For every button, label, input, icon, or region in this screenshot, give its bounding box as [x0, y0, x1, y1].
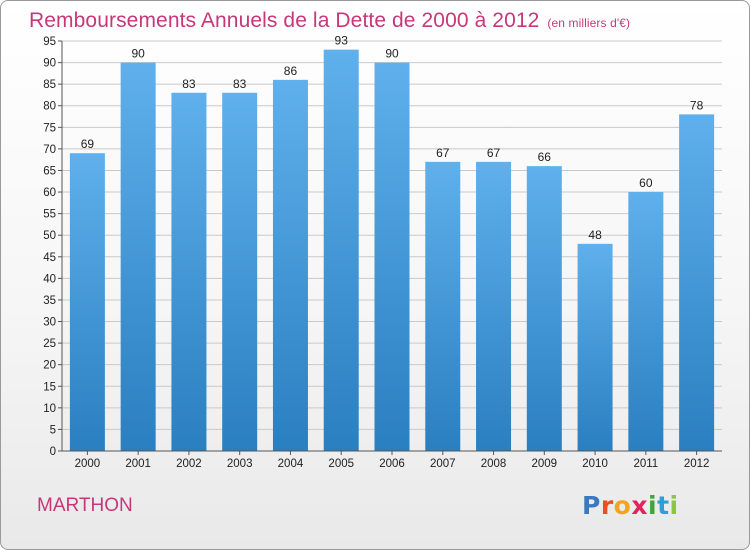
- y-tick-label: 90: [43, 58, 56, 70]
- y-tick-label: 60: [43, 187, 56, 199]
- chart-title: Remboursements Annuels de la Dette de 20…: [29, 9, 630, 33]
- proxiti-logo: Proxiti: [582, 491, 679, 520]
- y-tick-label: 30: [43, 317, 56, 329]
- x-tick-label: 2008: [481, 458, 507, 470]
- y-tick-label: 65: [43, 165, 56, 177]
- x-tick-label: 2009: [532, 458, 558, 470]
- y-tick-label: 95: [43, 36, 56, 48]
- logo-letter: r: [600, 491, 614, 520]
- bar: [222, 92, 258, 451]
- axis-layer: 0 5 10 15 20 25 30 35 40 45 50 55 60 65 70 75 80 85 90 95 20…: [43, 36, 722, 470]
- bar-value-label: 78: [690, 98, 704, 112]
- y-tick-label: 20: [43, 360, 56, 372]
- y-tick-label: 45: [43, 252, 56, 264]
- x-tick-label: 2000: [75, 458, 101, 470]
- x-tick-label: 2010: [582, 458, 608, 470]
- x-tick-label: 2005: [328, 458, 354, 470]
- y-tick-label: 70: [43, 144, 56, 156]
- x-tick-label: 2004: [278, 458, 304, 470]
- y-tick-label: 15: [43, 381, 56, 393]
- y-tick-label: 55: [43, 209, 56, 221]
- y-tick-label: 85: [43, 79, 56, 91]
- x-tick-label: 2001: [125, 458, 151, 470]
- y-tick-label: 0: [50, 446, 56, 458]
- bar-value-label: 67: [436, 146, 450, 160]
- bar: [679, 114, 715, 452]
- bar-value-label: 66: [538, 150, 552, 164]
- y-tick-label: 80: [43, 101, 56, 113]
- bar-value-label: 86: [284, 64, 298, 78]
- bar-value-label: 60: [639, 176, 653, 190]
- y-tick-label: 5: [50, 424, 56, 436]
- logo-letter: i: [669, 491, 679, 520]
- bar: [120, 62, 156, 451]
- bar-value-label: 83: [182, 77, 196, 91]
- x-tick-label: 2002: [176, 458, 202, 470]
- bar: [69, 153, 105, 452]
- bar-layer: [69, 49, 715, 452]
- label-layer: 69 90 83 83 86 93 90 67 67 66 48 60 78: [81, 34, 704, 242]
- bar-value-label: 93: [335, 34, 349, 48]
- bar: [526, 166, 562, 451]
- y-tick-label: 25: [43, 338, 56, 350]
- bar-value-label: 90: [385, 47, 399, 61]
- logo-letter: o: [613, 491, 632, 520]
- x-tick-label: 2003: [227, 458, 253, 470]
- y-tick-label: 35: [43, 295, 56, 307]
- y-tick-label: 75: [43, 122, 56, 134]
- bar: [476, 161, 512, 451]
- bar: [425, 161, 461, 451]
- logo-letter: P: [582, 491, 601, 520]
- bar-value-label: 48: [588, 228, 602, 242]
- y-tick-label: 10: [43, 403, 56, 415]
- y-tick-label: 50: [43, 230, 56, 242]
- logo-letter: i: [648, 491, 658, 520]
- bar: [374, 62, 410, 451]
- bar: [171, 92, 207, 451]
- y-tick-label: 40: [43, 273, 56, 285]
- bar-value-label: 90: [131, 47, 145, 61]
- bar-value-label: 83: [233, 77, 247, 91]
- bar: [628, 192, 664, 452]
- chart-unit: (en milliers d'€): [547, 16, 631, 30]
- bar-value-label: 69: [81, 137, 95, 151]
- logo-letter: x: [631, 491, 648, 520]
- bar-value-label: 67: [487, 146, 501, 160]
- logo-letter: t: [657, 491, 670, 520]
- x-tick-label: 2012: [684, 458, 710, 470]
- x-tick-label: 2006: [379, 458, 405, 470]
- bar: [323, 49, 359, 451]
- bar: [272, 79, 308, 451]
- commune-name: MARTHON: [37, 495, 133, 516]
- x-tick-label: 2007: [430, 458, 456, 470]
- chart-title-text: Remboursements Annuels de la Dette de 20…: [29, 9, 540, 32]
- bar: [577, 243, 613, 451]
- x-tick-label: 2011: [633, 458, 658, 470]
